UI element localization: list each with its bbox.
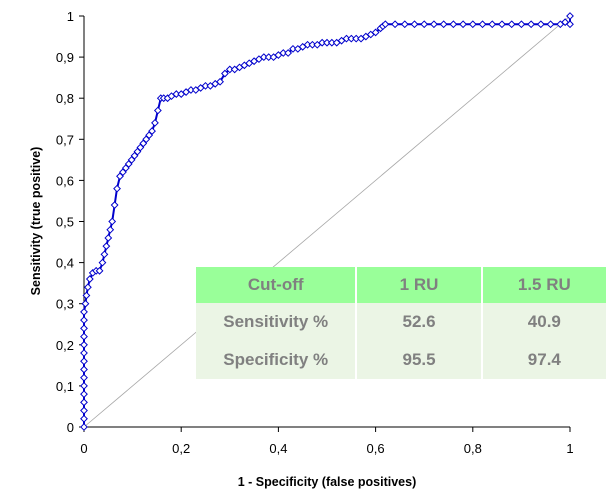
data-point: [148, 127, 156, 135]
data-point: [80, 332, 88, 341]
data-point: [566, 12, 574, 20]
data-point: [100, 250, 109, 259]
x-tick-label: 0,8: [464, 441, 482, 456]
data-point: [104, 234, 113, 242]
ticks: 0 0,2 0,4 0,6 0,8 1 0 0,1 0,2 0,3 0,4 0,5 0,6 0,7 0,8 0…: [56, 9, 574, 456]
data-point: [83, 283, 92, 292]
table-row: Specificity % 95.5 97.4: [196, 341, 606, 379]
y-tick-label: 0,9: [56, 50, 74, 65]
data-point: [420, 20, 429, 29]
data-point: [102, 242, 111, 251]
data-point: [108, 217, 117, 226]
data-point: [498, 20, 506, 29]
data-point: [153, 106, 162, 115]
x-tick-label: 0,6: [367, 441, 385, 456]
table-cell: Sensitivity %: [196, 303, 356, 341]
table-cell: 97.4: [482, 341, 606, 379]
x-tick-label: 0,4: [269, 441, 287, 456]
data-point: [80, 349, 88, 357]
data-point: [371, 28, 380, 37]
data-point: [80, 414, 88, 423]
data-point: [80, 365, 88, 374]
data-point: [284, 49, 293, 57]
data-point: [430, 20, 438, 29]
table-header-cell: 1 RU: [357, 267, 481, 303]
y-tick-label: 0,1: [56, 379, 74, 394]
data-point: [391, 20, 399, 29]
data-point: [439, 20, 448, 29]
y-tick-label: 0: [67, 420, 74, 435]
y-tick-label: 0,5: [56, 215, 74, 230]
data-point: [449, 20, 458, 29]
data-point: [459, 20, 467, 29]
table-header-cell: Cut-off: [196, 267, 356, 303]
data-point: [80, 308, 88, 316]
data-point: [151, 118, 159, 127]
data-point: [85, 275, 94, 283]
data-point: [80, 316, 88, 325]
y-tick-label: 0,4: [56, 256, 74, 271]
data-point: [566, 20, 574, 29]
data-point: [527, 20, 536, 29]
data-point: [80, 340, 88, 349]
y-tick-label: 0,7: [56, 132, 74, 147]
data-point: [536, 20, 545, 29]
data-point: [80, 373, 88, 382]
table-cell: Specificity %: [196, 341, 356, 379]
table-cell: 40.9: [482, 303, 606, 341]
data-point: [80, 390, 88, 399]
data-point: [98, 258, 107, 267]
x-tick-label: 0,2: [172, 441, 190, 456]
data-point: [80, 357, 88, 366]
y-tick-label: 1: [67, 9, 74, 24]
series-layer: [80, 12, 574, 431]
table-header-cell: 1.5 RU: [482, 267, 606, 303]
data-point: [95, 266, 104, 275]
data-point: [113, 184, 121, 193]
data-point: [80, 406, 88, 415]
data-point: [507, 20, 516, 29]
y-tick-label: 0,6: [56, 173, 74, 188]
data-point: [82, 291, 91, 300]
data-point: [546, 20, 555, 29]
data-point: [80, 398, 88, 407]
data-point: [106, 225, 115, 234]
table-cell: 52.6: [357, 303, 481, 341]
data-point: [80, 423, 88, 431]
y-tick-label: 0,2: [56, 338, 74, 353]
x-tick-label: 0: [80, 441, 87, 456]
reference-diagonal-line: [83, 15, 571, 428]
data-point: [216, 77, 224, 86]
table-header-row: Cut-off 1 RU 1.5 RU: [196, 267, 606, 303]
data-point: [80, 324, 88, 333]
data-point: [410, 20, 419, 29]
data-point: [381, 20, 390, 29]
data-point: [478, 20, 487, 29]
x-axis-title: 1 - Specificity (false positives): [238, 475, 417, 489]
data-point: [488, 20, 497, 29]
data-point: [110, 201, 119, 209]
table-row: Sensitivity % 52.6 40.9: [196, 303, 606, 341]
y-tick-label: 0,3: [56, 297, 74, 312]
data-point: [400, 20, 409, 29]
data-point: [517, 20, 526, 29]
cutoff-table: Cut-off 1 RU 1.5 RU Sensitivity % 52.6 4…: [194, 267, 608, 379]
table-cell: 95.5: [357, 341, 481, 379]
data-point: [468, 20, 477, 29]
x-tick-label: 1: [566, 441, 573, 456]
data-point: [80, 381, 88, 390]
y-axis-title: Sensitivity (true positive): [29, 147, 43, 296]
data-point: [221, 69, 229, 78]
data-point: [81, 299, 90, 308]
y-tick-label: 0,8: [56, 91, 74, 106]
